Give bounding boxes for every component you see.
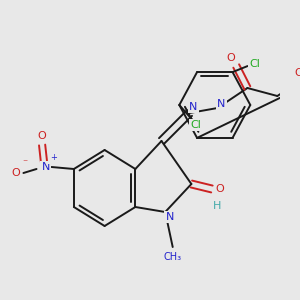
Text: N: N [42,162,50,172]
Text: N: N [217,99,226,109]
Text: Cl: Cl [191,120,202,130]
Text: ⁻: ⁻ [23,158,28,168]
Text: N: N [166,212,174,222]
Text: O: O [12,168,20,178]
Text: O: O [215,184,224,194]
Text: O: O [38,131,46,141]
Text: O: O [226,53,235,63]
Text: CH₃: CH₃ [164,252,182,262]
Text: +: + [50,154,57,163]
Text: H: H [213,201,222,211]
Text: O: O [294,68,300,78]
Text: N: N [189,102,197,112]
Text: Cl: Cl [250,59,260,69]
